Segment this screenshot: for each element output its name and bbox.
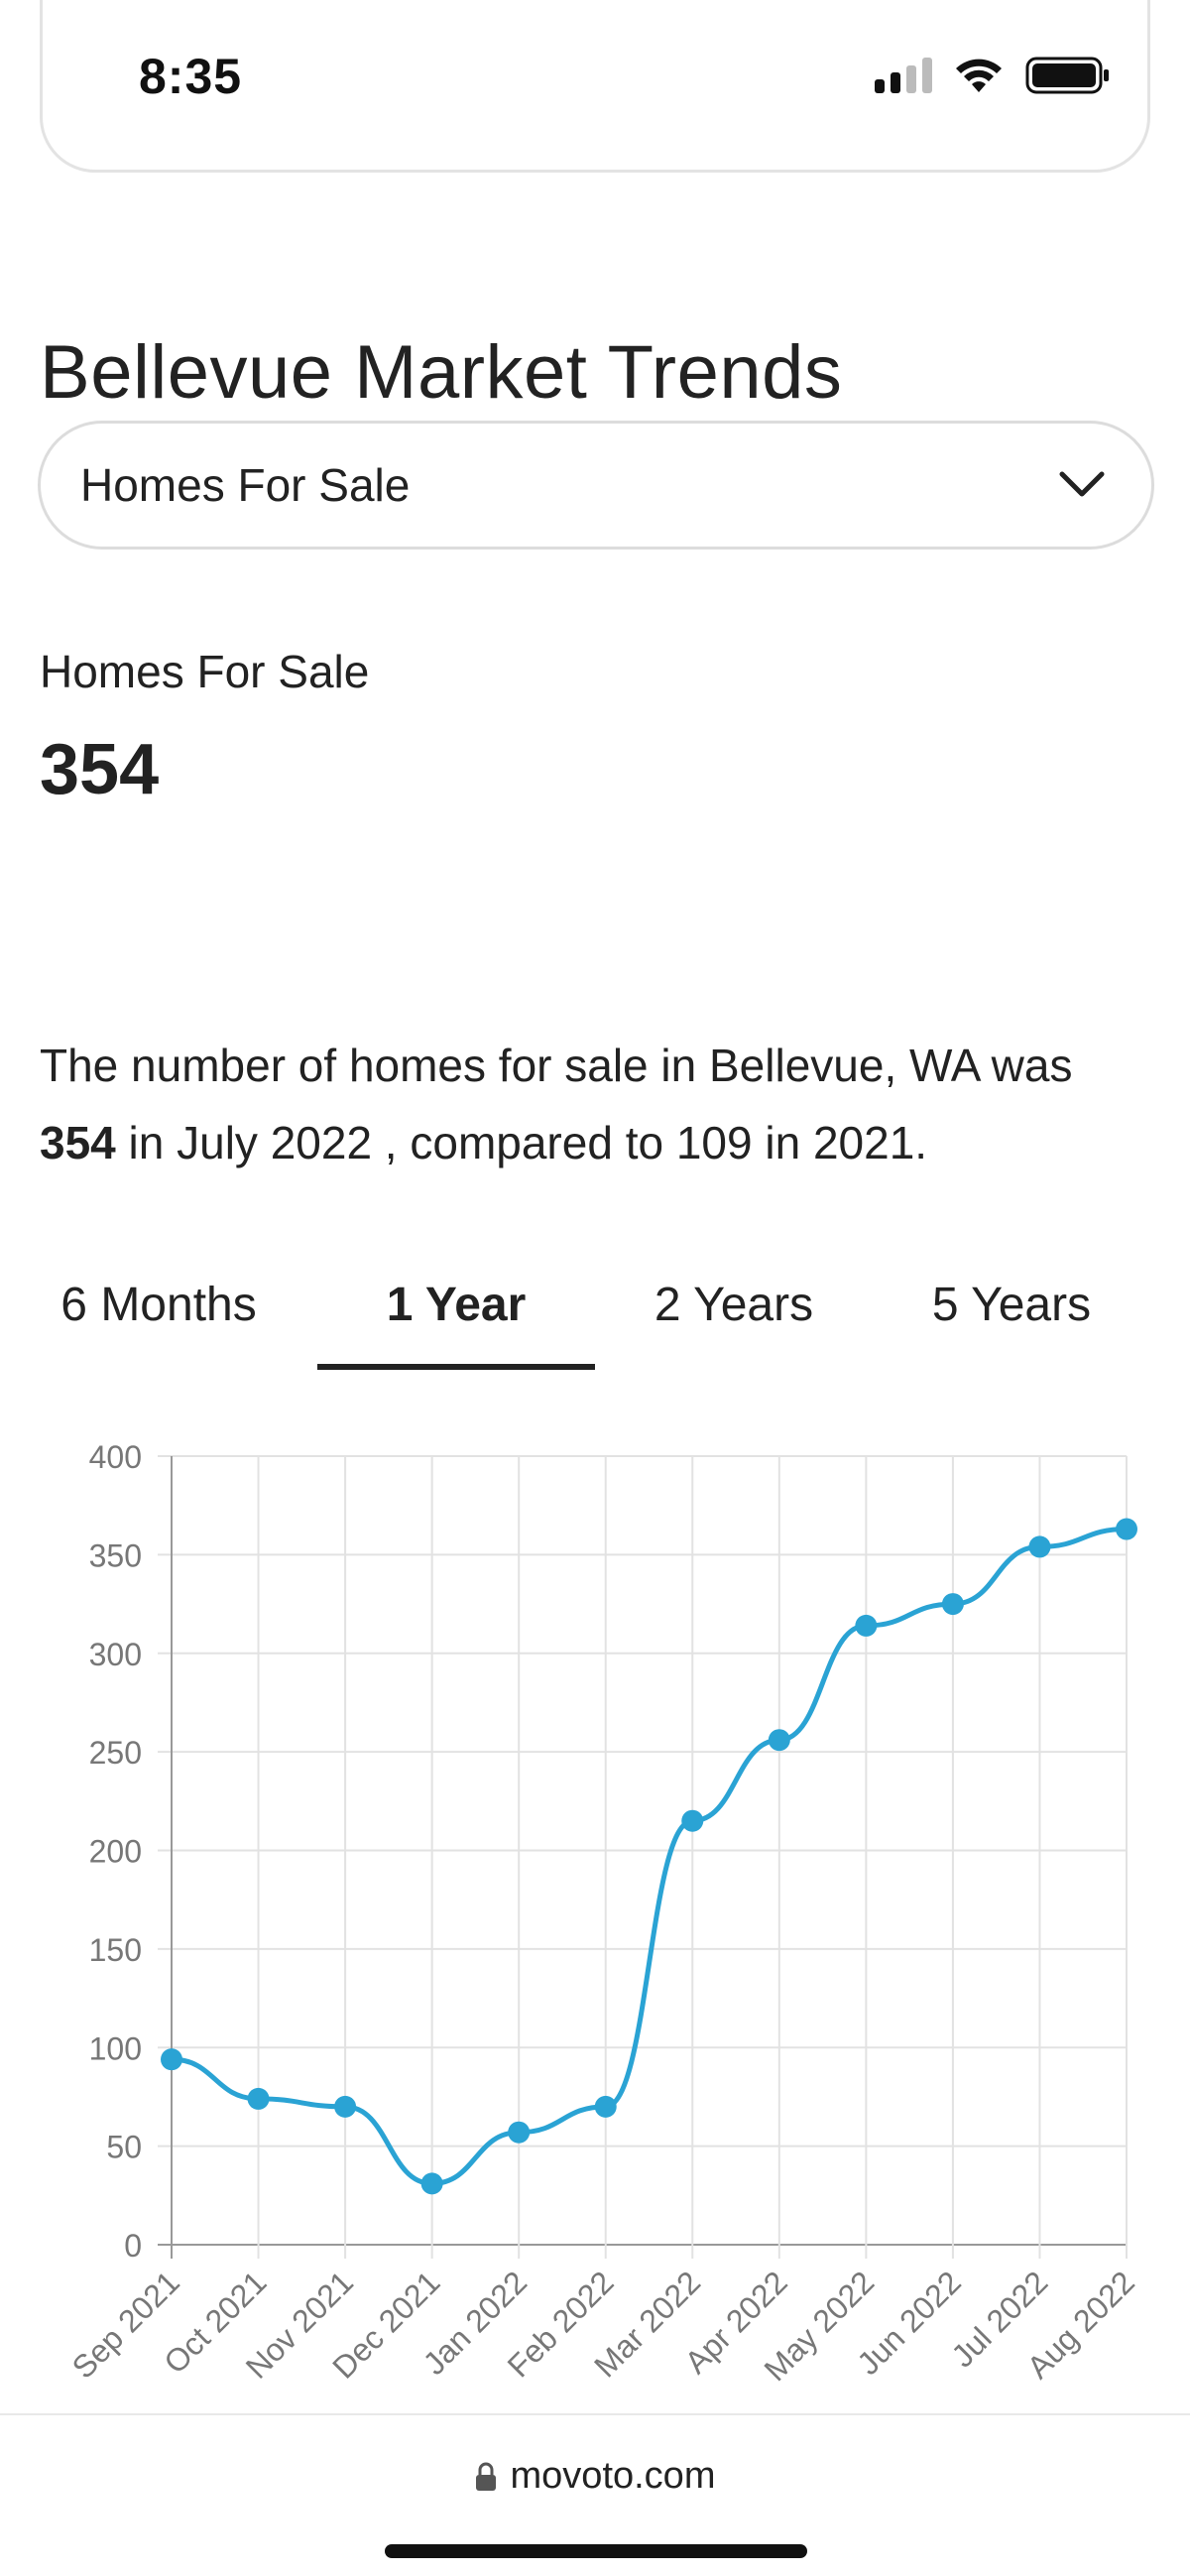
- y-tick-label: 250: [89, 1735, 142, 1771]
- data-point: [247, 2087, 270, 2110]
- tab-2-years[interactable]: 2 Years: [654, 1279, 814, 1331]
- status-bar: 8:35: [0, 0, 1190, 149]
- time-range-tabs: 6 Months 1 Year 2 Years 5 Years: [0, 1260, 1190, 1379]
- lock-icon: [475, 2462, 496, 2491]
- url-text: movoto.com: [510, 2455, 716, 2497]
- metric-dropdown[interactable]: Homes For Sale: [38, 421, 1154, 550]
- description-text-2: in July 2022 , compared to 109 in 2021.: [115, 1117, 928, 1168]
- page-title: Bellevue Market Trends: [40, 330, 843, 415]
- data-point: [768, 1729, 790, 1752]
- tab-5-years[interactable]: 5 Years: [931, 1279, 1092, 1331]
- y-tick-label: 300: [89, 1637, 142, 1672]
- data-point: [855, 1614, 878, 1637]
- stat-label: Homes For Sale: [40, 646, 370, 697]
- description-text-1: The number of homes for sale in Bellevue…: [40, 1040, 1073, 1091]
- dropdown-selected-value: Homes For Sale: [80, 459, 411, 511]
- status-icons: [875, 56, 1111, 95]
- active-tab-indicator: [317, 1364, 595, 1370]
- series-line: [171, 1527, 1128, 2186]
- home-indicator: [385, 2544, 807, 2558]
- browser-bottom-bar: movoto.com: [0, 2413, 1190, 2576]
- data-point: [941, 1593, 964, 1616]
- data-point: [508, 2121, 531, 2144]
- data-point: [161, 2048, 182, 2071]
- y-tick-label: 400: [89, 1439, 142, 1475]
- data-point: [1116, 1518, 1137, 1540]
- previous-section-card: [40, 0, 1150, 173]
- y-tick-label: 200: [89, 1834, 142, 1870]
- tab-6-months[interactable]: 6 Months: [60, 1279, 257, 1331]
- data-point: [1028, 1535, 1051, 1558]
- chevron-down-icon: [1052, 455, 1112, 515]
- y-tick-label: 50: [106, 2130, 142, 2165]
- y-tick-label: 100: [89, 2030, 142, 2066]
- stat-value: 354: [40, 730, 160, 809]
- y-tick-label: 350: [89, 1537, 142, 1573]
- address-bar[interactable]: movoto.com: [0, 2455, 1190, 2498]
- description-value: 354: [40, 1117, 116, 1168]
- cellular-signal-icon: [875, 58, 932, 93]
- wifi-icon: [956, 59, 1002, 92]
- y-tick-label: 0: [124, 2228, 142, 2264]
- battery-icon: [1025, 57, 1109, 94]
- market-description: The number of homes for sale in Bellevue…: [40, 1027, 1160, 1181]
- status-time: 8:35: [139, 49, 243, 104]
- data-point: [334, 2095, 357, 2118]
- data-point: [681, 1809, 704, 1832]
- tab-1-year[interactable]: 1 Year: [386, 1279, 527, 1331]
- data-point: [420, 2172, 443, 2195]
- y-tick-label: 150: [89, 1932, 142, 1968]
- data-point: [594, 2095, 617, 2118]
